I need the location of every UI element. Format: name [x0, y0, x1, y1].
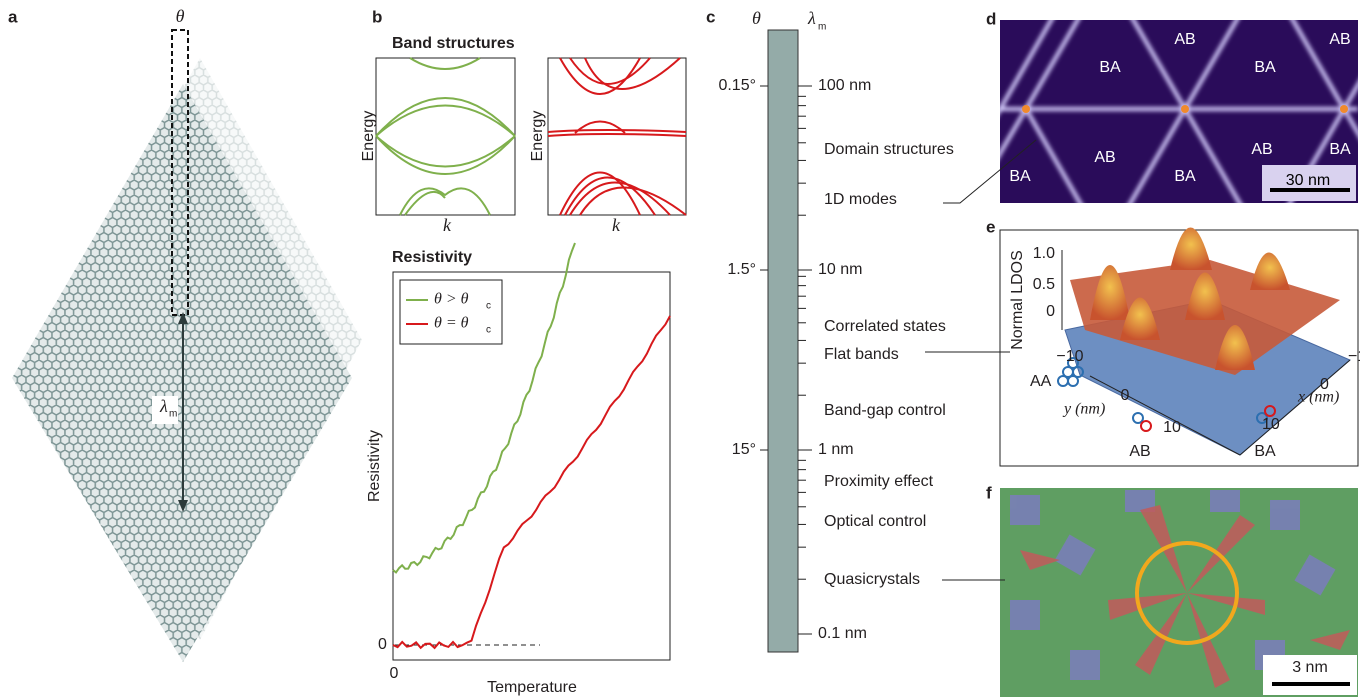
region-label: AB [1174, 31, 1195, 48]
regime-label: Correlated states [824, 318, 946, 335]
legend-label: θ > θ [434, 291, 469, 308]
panel-label: d [986, 9, 996, 28]
length-label: 10 nm [818, 261, 862, 278]
y-tick: 10 [1163, 419, 1181, 436]
axis-label: Resistivity [366, 430, 383, 502]
panel-label: c [706, 7, 715, 26]
scale-label: 3 nm [1292, 659, 1328, 676]
axis-label: Energy [360, 111, 377, 162]
axis-label: k [443, 215, 452, 235]
stacking-label: BA [1254, 443, 1276, 460]
panel-c [768, 30, 798, 652]
legend-label: θ = θ [434, 315, 469, 332]
tick-label: 0 [390, 665, 399, 682]
panel-label: a [8, 7, 18, 26]
z-tick: 0 [1046, 303, 1055, 320]
axis-label: y (nm) [1062, 401, 1105, 418]
panel-label: f [986, 483, 992, 502]
legend-sub: c [486, 301, 491, 312]
z-tick: 1.0 [1033, 245, 1055, 262]
lambda-sub: m [169, 409, 177, 420]
regime-label: Optical control [824, 513, 926, 530]
theta: θ [752, 8, 761, 28]
angle-label: 1.5° [727, 261, 756, 278]
scale-label: 30 nm [1286, 172, 1330, 189]
axis-label: Normal LDOS [1009, 250, 1026, 350]
y-tick: −10 [1056, 348, 1083, 365]
regime-label: 1D modes [824, 191, 897, 208]
y-tick: 0 [1121, 387, 1130, 404]
title: Resistivity [392, 249, 472, 266]
regime-label: Band-gap control [824, 402, 946, 419]
figure: a θ λ m b Band structures Resistivity En… [0, 0, 1360, 697]
length-label: 0.1 nm [818, 625, 867, 642]
region-label: BA [1099, 59, 1121, 76]
band-box [376, 58, 515, 215]
lambda: λ [159, 396, 168, 416]
panel-label: b [372, 7, 382, 26]
axis-label: Temperature [487, 679, 577, 696]
scale-bar [768, 30, 798, 652]
length-label: 100 nm [818, 77, 871, 94]
regime-label: Domain structures [824, 141, 954, 158]
z-tick: 0.5 [1033, 276, 1055, 293]
regime-label: Flat bands [824, 346, 899, 363]
axis-label: k [612, 215, 621, 235]
region-label: AB [1251, 141, 1272, 158]
region-label: BA [1009, 168, 1031, 185]
x-tick: 10 [1262, 416, 1280, 433]
theta: θ [176, 6, 185, 26]
regime-label: Proximity effect [824, 473, 934, 490]
lambda: λ [807, 8, 816, 28]
title: Band structures [392, 35, 515, 52]
regime-label: Quasicrystals [824, 571, 920, 588]
axis-label: Energy [529, 111, 546, 162]
lambda-sub: m [818, 22, 826, 33]
angle-label: 15° [732, 441, 756, 458]
panel-a [12, 30, 362, 662]
angle-label: 0.15° [718, 77, 756, 94]
stacking-label: AA [1030, 373, 1052, 390]
stacking-label: AB [1129, 443, 1150, 460]
region-label: BA [1174, 168, 1196, 185]
x-tick: −10 [1348, 348, 1360, 365]
region-label: BA [1254, 59, 1276, 76]
region-label: AB [1094, 149, 1115, 166]
length-label: 1 nm [818, 441, 854, 458]
panel-label: e [986, 217, 995, 236]
tick-label: 0 [378, 636, 387, 653]
legend-sub: c [486, 325, 491, 336]
region-label: AB [1329, 31, 1350, 48]
axis-label: x (nm) [1297, 389, 1339, 406]
region-label: BA [1329, 141, 1351, 158]
